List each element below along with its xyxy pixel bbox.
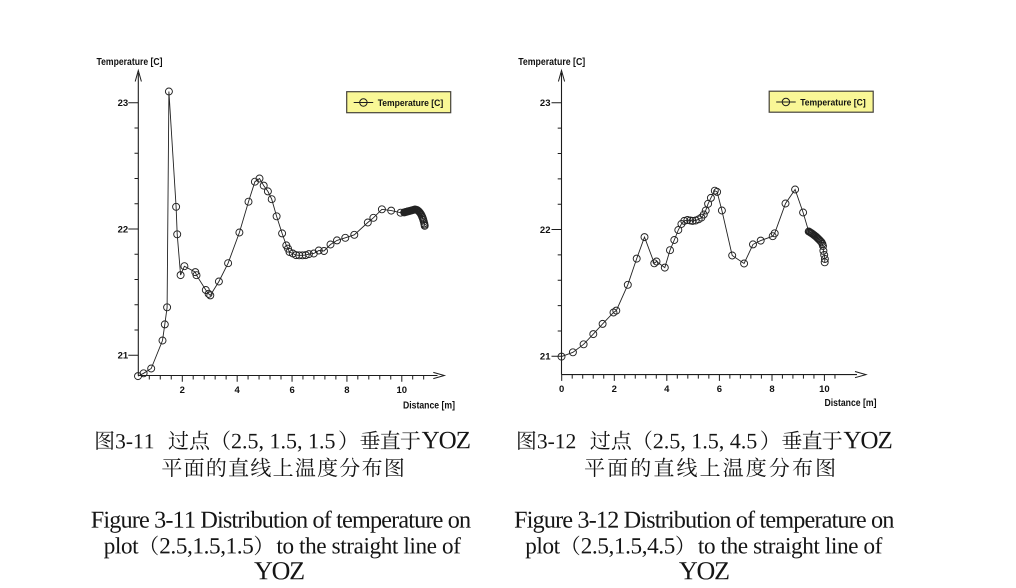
svg-text:23: 23 (540, 98, 551, 109)
svg-text:4: 4 (664, 384, 670, 395)
svg-text:0: 0 (559, 384, 564, 395)
svg-text:4: 4 (235, 385, 241, 396)
svg-text:8: 8 (344, 385, 349, 396)
svg-text:22: 22 (118, 224, 129, 235)
svg-text:Temperature [C]: Temperature [C] (518, 57, 585, 68)
svg-text:Temperature [C]: Temperature [C] (378, 98, 444, 109)
svg-text:10: 10 (397, 385, 408, 396)
svg-text:2: 2 (612, 384, 617, 395)
svg-text:Temperature [C]: Temperature [C] (800, 98, 866, 109)
svg-text:21: 21 (118, 351, 129, 362)
svg-text:21: 21 (540, 352, 551, 363)
svg-text:8: 8 (769, 384, 774, 395)
svg-text:Distance [m]: Distance [m] (825, 398, 877, 409)
svg-text:23: 23 (118, 98, 129, 109)
svg-text:2: 2 (180, 385, 185, 396)
svg-text:6: 6 (717, 384, 722, 395)
svg-text:Distance [m]: Distance [m] (403, 401, 455, 412)
svg-text:22: 22 (540, 225, 551, 236)
svg-text:10: 10 (819, 384, 830, 395)
svg-text:6: 6 (289, 385, 294, 396)
svg-text:Temperature [C]: Temperature [C] (97, 57, 163, 68)
